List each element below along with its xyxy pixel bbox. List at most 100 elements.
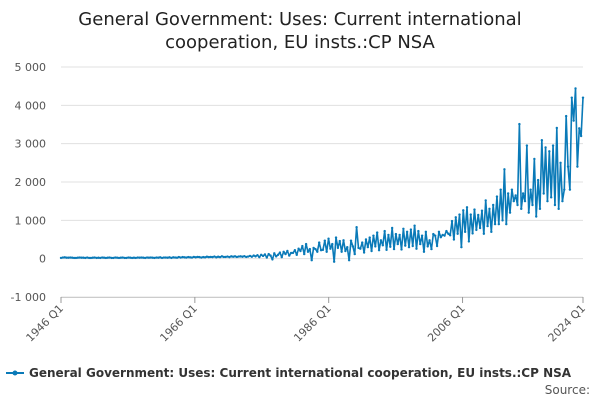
data-point bbox=[280, 255, 283, 259]
data-point bbox=[420, 234, 424, 237]
data-point bbox=[170, 256, 173, 260]
data-point bbox=[544, 146, 547, 149]
data-point bbox=[153, 256, 156, 260]
data-point bbox=[448, 234, 452, 237]
data-point bbox=[506, 192, 510, 195]
data-point bbox=[258, 255, 261, 259]
data-point bbox=[477, 213, 480, 217]
data-point bbox=[114, 256, 117, 259]
data-point bbox=[226, 255, 229, 258]
data-point bbox=[93, 256, 96, 259]
data-point bbox=[514, 194, 517, 197]
data-point bbox=[243, 254, 246, 258]
data-point bbox=[488, 207, 491, 211]
data-point bbox=[508, 211, 512, 214]
data-point bbox=[127, 256, 130, 259]
data-point bbox=[267, 252, 270, 256]
data-point bbox=[207, 255, 211, 259]
data-point bbox=[536, 178, 540, 182]
y-tick-label: 4 000 bbox=[15, 99, 47, 112]
data-point bbox=[394, 232, 398, 236]
data-point bbox=[454, 216, 457, 219]
data-point bbox=[136, 256, 139, 259]
legend-label: General Government: Uses: Current intern… bbox=[29, 366, 572, 380]
data-point bbox=[160, 256, 164, 260]
data-point bbox=[250, 255, 254, 258]
data-point bbox=[76, 256, 80, 259]
data-point bbox=[87, 256, 91, 260]
data-point bbox=[203, 256, 207, 259]
data-point bbox=[445, 229, 448, 233]
x-tick-label: 2006 Q1 bbox=[425, 302, 468, 345]
data-point bbox=[574, 87, 577, 90]
data-point bbox=[340, 250, 343, 253]
chart-title-line-2: cooperation, EU insts.:CP NSA bbox=[165, 32, 435, 53]
data-point bbox=[529, 188, 532, 191]
data-point bbox=[405, 230, 409, 234]
data-point bbox=[366, 245, 370, 249]
data-point bbox=[130, 256, 134, 260]
data-point bbox=[97, 256, 100, 259]
data-point bbox=[201, 255, 205, 259]
data-point bbox=[398, 233, 401, 237]
data-point bbox=[374, 245, 377, 248]
data-point bbox=[222, 255, 225, 259]
data-point bbox=[259, 253, 263, 257]
data-point bbox=[89, 256, 93, 260]
data-point bbox=[518, 122, 521, 126]
data-point bbox=[85, 256, 89, 259]
data-point bbox=[484, 199, 487, 202]
data-point bbox=[115, 256, 119, 259]
data-point bbox=[338, 239, 341, 243]
data-point bbox=[495, 195, 499, 198]
data-point bbox=[505, 222, 508, 226]
data-point bbox=[482, 232, 486, 235]
data-point bbox=[469, 213, 472, 216]
data-point bbox=[254, 255, 257, 258]
data-point bbox=[265, 256, 269, 259]
data-point bbox=[563, 188, 566, 191]
data-point bbox=[145, 256, 149, 259]
data-point bbox=[273, 252, 276, 255]
data-point bbox=[387, 233, 390, 237]
grid-layer bbox=[61, 66, 583, 298]
data-point bbox=[349, 239, 353, 242]
data-point bbox=[510, 188, 514, 191]
data-point bbox=[241, 255, 244, 258]
data-point bbox=[542, 192, 545, 195]
data-point bbox=[465, 206, 469, 209]
data-point bbox=[235, 255, 239, 259]
data-point bbox=[61, 256, 65, 259]
data-point bbox=[325, 250, 328, 253]
data-point bbox=[452, 238, 456, 241]
data-point bbox=[231, 255, 235, 258]
data-point bbox=[548, 150, 551, 153]
data-point bbox=[516, 203, 519, 207]
plot-area bbox=[59, 87, 585, 263]
data-point bbox=[138, 256, 141, 259]
legend[interactable]: General Government: Uses: Current intern… bbox=[6, 366, 572, 380]
data-point bbox=[422, 250, 426, 253]
data-point bbox=[538, 207, 542, 211]
data-point bbox=[63, 256, 66, 259]
data-point bbox=[125, 256, 128, 260]
data-point bbox=[312, 246, 315, 250]
data-point bbox=[463, 230, 467, 234]
data-point bbox=[276, 253, 280, 257]
data-point bbox=[533, 157, 536, 161]
data-point bbox=[458, 213, 461, 216]
x-tick-label: 1986 Q1 bbox=[291, 302, 334, 345]
data-point bbox=[72, 256, 76, 260]
data-point bbox=[293, 249, 297, 252]
data-point bbox=[411, 244, 414, 248]
data-point bbox=[527, 211, 530, 214]
data-point bbox=[157, 256, 160, 259]
data-point bbox=[471, 232, 474, 235]
legend-swatch-marker bbox=[12, 370, 18, 376]
data-point bbox=[183, 256, 186, 259]
data-point bbox=[303, 252, 306, 256]
data-point bbox=[381, 244, 385, 247]
data-point bbox=[342, 239, 345, 242]
data-point bbox=[134, 256, 138, 260]
data-point bbox=[428, 239, 431, 242]
